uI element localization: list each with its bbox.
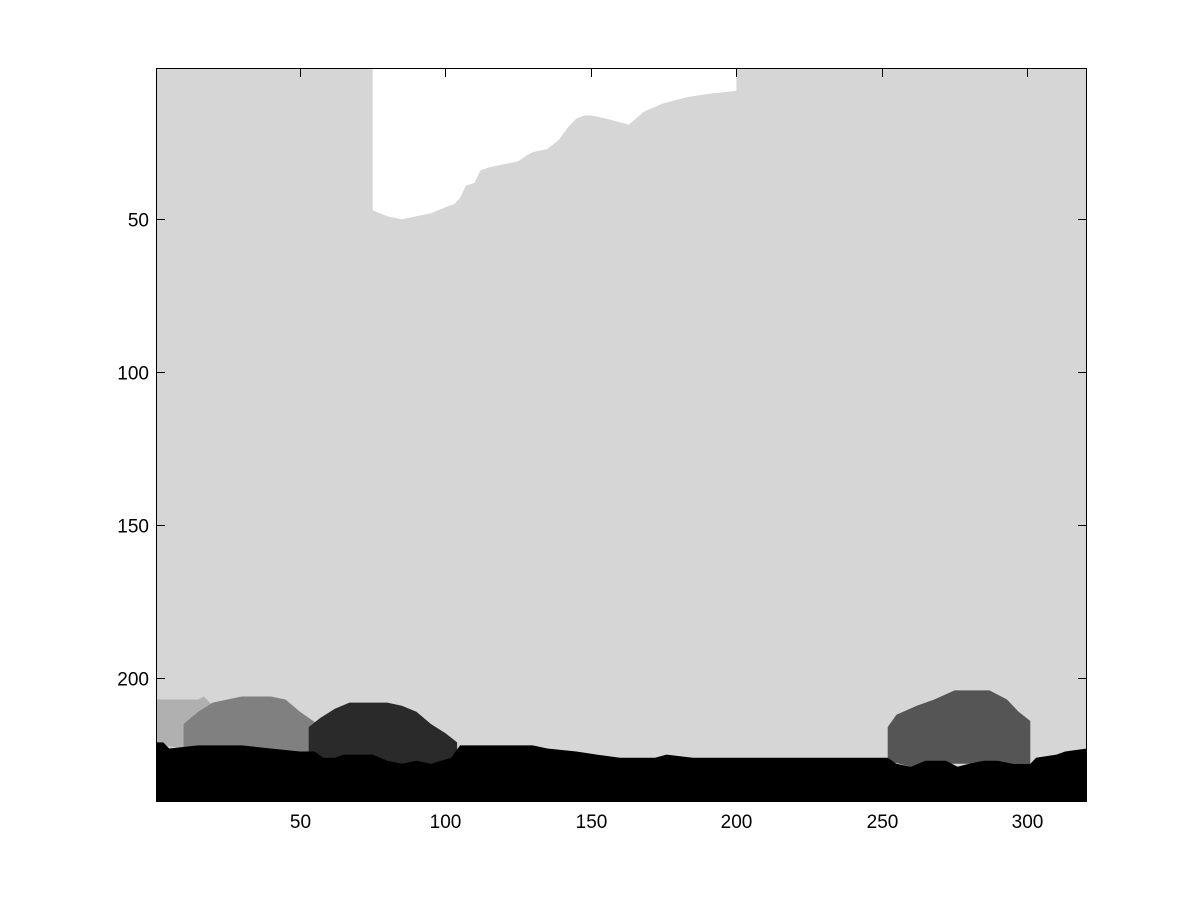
axes-frame <box>156 68 1087 802</box>
y-tick-label: 50 <box>128 211 149 232</box>
x-tick-label: 100 <box>430 812 462 833</box>
x-tick-label: 200 <box>721 812 753 833</box>
region-object-dark <box>308 702 458 767</box>
x-tick-label: 150 <box>576 812 608 833</box>
region-background <box>156 68 1087 802</box>
region-object-right <box>887 690 1031 767</box>
x-tick-label: 300 <box>1012 812 1044 833</box>
x-tick-label: 50 <box>290 812 311 833</box>
plot-area <box>156 68 1087 802</box>
region-sky <box>372 68 737 220</box>
region-ground <box>156 742 1087 802</box>
y-tick-label: 200 <box>117 670 149 691</box>
y-tick-label: 100 <box>117 364 149 385</box>
y-tick-label: 150 <box>117 517 149 538</box>
region-object-left-mid <box>183 696 318 755</box>
axis-ticks: 50 100 150 200 250 300 50 100 150 200 <box>117 68 1087 833</box>
x-tick-label: 250 <box>867 812 899 833</box>
